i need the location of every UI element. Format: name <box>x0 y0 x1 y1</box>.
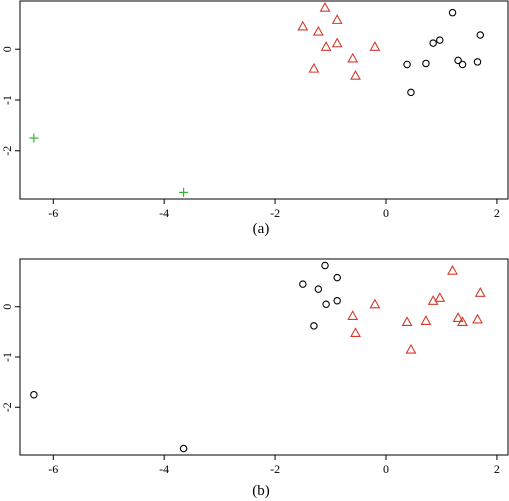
data-point-circle <box>333 296 341 305</box>
plot-frame <box>19 0 509 200</box>
data-point-triangle <box>427 295 439 305</box>
data-point-circle <box>30 390 38 399</box>
data-point-plus <box>29 133 39 143</box>
y-tick-label: -2 <box>0 146 14 156</box>
data-point-triangle <box>350 69 361 80</box>
data-point-circle <box>422 59 430 68</box>
data-point-circle <box>314 285 323 293</box>
data-point-circle <box>403 60 411 69</box>
data-point-triangle <box>347 52 359 63</box>
chart-panel-1: -6 -4 -2 0 2 0 -1 -2 <box>0 258 509 476</box>
data-point-triangle <box>320 41 332 51</box>
data-point-circle <box>476 31 485 39</box>
x-tick-label: 0 <box>383 206 389 220</box>
data-point-triangle <box>369 298 381 309</box>
data-point-circle <box>436 36 444 44</box>
y-tick-label: -1 <box>0 352 14 362</box>
data-point-circle <box>322 300 330 308</box>
x-tick-label: 2 <box>494 206 500 220</box>
data-point-triangle <box>331 14 343 24</box>
data-point-triangle <box>434 292 446 302</box>
data-point-triangle <box>347 310 359 320</box>
data-point-circle <box>310 322 318 330</box>
x-tick-label: -6 <box>48 462 58 476</box>
data-point-plus <box>179 187 189 197</box>
y-tick-label: -1 <box>0 95 14 105</box>
x-tick-label: -4 <box>159 206 169 220</box>
x-tick-label: -2 <box>270 206 280 220</box>
panel-caption: (a) <box>253 221 270 237</box>
data-point-circle <box>473 58 482 66</box>
data-point-circle <box>429 39 437 47</box>
data-point-circle <box>458 60 467 69</box>
data-point-circle <box>179 444 188 453</box>
y-tick-label: 0 <box>0 46 14 52</box>
x-tick-label: -6 <box>48 206 58 220</box>
data-point-triangle <box>297 20 309 31</box>
data-point-circle <box>407 88 415 97</box>
data-point-circle <box>333 273 341 282</box>
data-point-triangle <box>350 327 361 338</box>
x-tick-label: -2 <box>270 462 280 476</box>
data-point-triangle <box>474 287 486 297</box>
y-tick-label: -2 <box>0 402 14 412</box>
x-tick-label: -4 <box>159 462 169 476</box>
y-tick-label: 0 <box>0 304 14 310</box>
plot-frame <box>19 258 509 456</box>
x-tick-label: 2 <box>494 462 500 476</box>
data-point-triangle <box>369 41 381 51</box>
data-point-triangle <box>319 1 331 12</box>
data-point-triangle <box>420 315 432 325</box>
data-point-triangle <box>452 312 464 322</box>
data-point-circle <box>299 280 307 288</box>
data-point-triangle <box>447 264 458 275</box>
data-point-triangle <box>472 313 483 324</box>
data-point-circle <box>454 56 462 65</box>
data-point-triangle <box>308 62 320 73</box>
chart-panel-0: -6 -4 -2 0 2 0 -1 -2 <box>0 0 509 220</box>
data-point-triangle <box>331 37 343 48</box>
data-point-triangle <box>405 343 417 354</box>
data-point-circle <box>448 8 457 17</box>
x-tick-label: 0 <box>383 462 389 476</box>
panel-caption: (b) <box>252 483 270 499</box>
data-point-triangle <box>312 25 324 36</box>
data-point-circle <box>321 261 329 270</box>
data-point-triangle <box>457 316 468 326</box>
data-point-triangle <box>401 316 413 326</box>
